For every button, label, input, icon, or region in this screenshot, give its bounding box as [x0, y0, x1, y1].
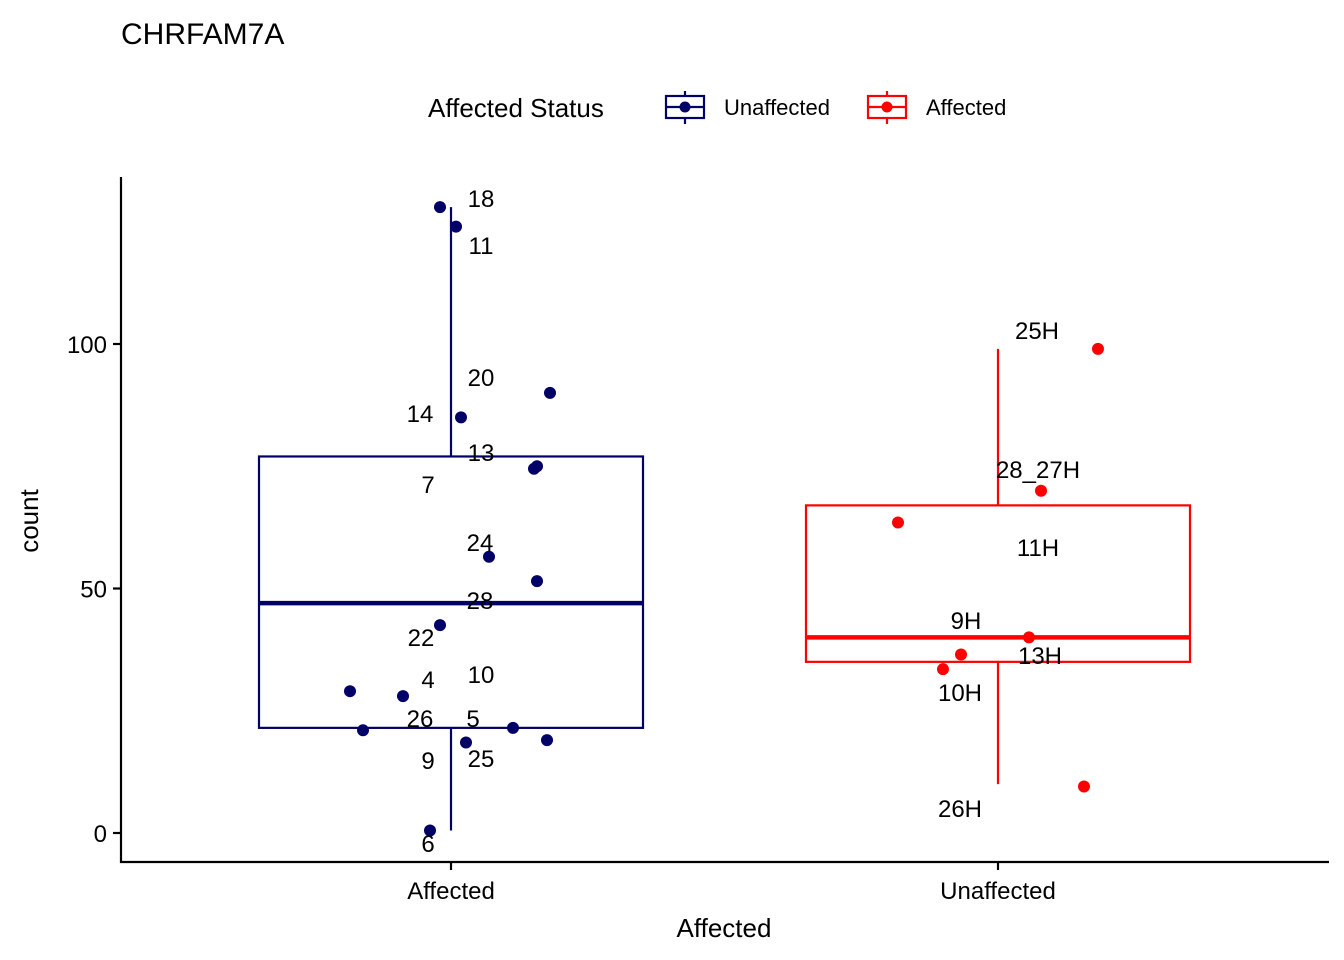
point-label: 22: [408, 625, 435, 652]
point-label: 14: [407, 401, 434, 428]
point-label: 25: [468, 746, 495, 773]
data-point: [955, 648, 967, 661]
data-point: [892, 516, 904, 529]
point-label: 26: [407, 706, 434, 733]
data-point: [450, 220, 462, 233]
y-axis-ticks: 0 50 100: [67, 332, 121, 848]
point-labels-layer: 18 11 20 14 13 7 24 28 22 4 10 26 5 9 25 6 25H 28_27H 11H 9…: [407, 186, 1080, 858]
legend-label: Affected: [926, 95, 1006, 120]
plot-panel: 0 50 100 Affected Unaffected 18 11 20 14 13 7 24 2…: [67, 177, 1329, 905]
legend-key-point: [679, 101, 691, 113]
point-label: 24: [467, 530, 494, 557]
point-label: 20: [468, 365, 495, 392]
legend: Affected Status Unaffected Affected: [428, 91, 1006, 124]
data-point: [507, 721, 519, 734]
x-axis-ticks: Affected Unaffected: [407, 862, 1056, 905]
point-label: 18: [468, 186, 495, 213]
point-label: 5: [466, 706, 479, 733]
y-tick-label: 100: [67, 332, 107, 359]
data-point: [434, 619, 446, 632]
legend-key-unaffected: Unaffected: [664, 91, 830, 124]
iqr-box: [257, 455, 645, 729]
data-point: [397, 690, 409, 703]
points-layer: [344, 201, 1104, 837]
y-axis-title: count: [14, 488, 44, 552]
point-label: 4: [421, 667, 434, 694]
data-point: [424, 824, 436, 837]
data-point: [344, 685, 356, 698]
data-point: [357, 724, 369, 737]
box-group-affected: [257, 207, 645, 831]
data-point: [1035, 484, 1047, 497]
data-point: [1023, 631, 1035, 644]
y-tick-label: 0: [94, 821, 107, 848]
x-tick-label: Unaffected: [940, 878, 1056, 905]
data-point: [544, 386, 556, 399]
legend-label: Unaffected: [724, 95, 830, 120]
point-label: 28_27H: [996, 457, 1080, 484]
point-label: 10: [468, 662, 495, 689]
chart-title: CHRFAM7A: [121, 18, 284, 51]
point-label: 10H: [938, 680, 982, 707]
data-point: [528, 462, 540, 475]
data-point: [1092, 342, 1104, 355]
y-tick-label: 50: [80, 577, 107, 604]
point-label: 13H: [1018, 643, 1062, 670]
legend-key-point: [881, 101, 893, 113]
data-point: [455, 411, 467, 424]
data-point: [937, 663, 949, 676]
data-point: [1078, 780, 1090, 793]
point-label: 25H: [1015, 318, 1059, 345]
point-label: 11H: [1017, 535, 1059, 562]
data-point: [434, 201, 446, 214]
point-label: 7: [421, 472, 434, 499]
data-point: [531, 575, 543, 588]
box-group-unaffected: [804, 348, 1192, 785]
legend-key-affected: Affected: [866, 91, 1006, 124]
point-label: 13: [468, 440, 495, 467]
x-tick-label: Affected: [407, 878, 495, 905]
x-axis-title: Affected: [677, 913, 772, 943]
point-label: 28: [467, 588, 494, 615]
data-point: [541, 734, 553, 747]
data-point: [483, 550, 495, 563]
boxplot-layer: [257, 207, 1192, 831]
data-point: [460, 736, 472, 749]
point-label: 26H: [938, 796, 982, 823]
legend-title: Affected Status: [428, 93, 604, 123]
point-label: 6: [421, 831, 434, 858]
point-label: 11: [469, 233, 494, 260]
point-label: 9: [421, 748, 434, 775]
point-label: 9H: [951, 608, 982, 635]
